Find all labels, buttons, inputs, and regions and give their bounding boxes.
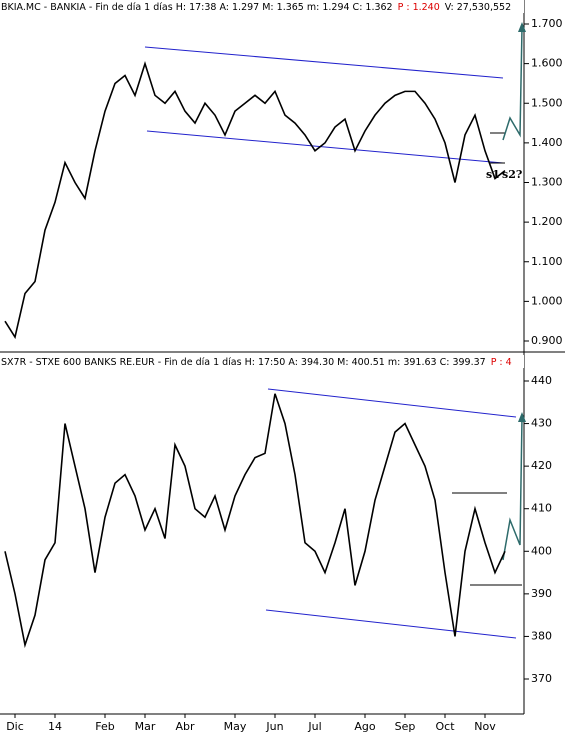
y-tick-label: 0.900 xyxy=(531,334,563,347)
x-tick-label: Sep xyxy=(395,720,416,733)
projection-arrow xyxy=(502,417,523,561)
y-tick-label: 440 xyxy=(531,374,552,387)
price-line xyxy=(4,393,506,649)
trend-line xyxy=(144,46,504,79)
x-tick-label: Feb xyxy=(95,720,114,733)
y-tick-label: 1.700 xyxy=(531,17,563,30)
arrow-head xyxy=(518,412,526,422)
y-tick-label: 1.500 xyxy=(531,96,563,109)
y-tick-label: 400 xyxy=(531,544,552,557)
y-tick-label: 1.300 xyxy=(531,176,563,189)
y-tick-label: 1.400 xyxy=(531,136,563,149)
projection-arrow xyxy=(502,27,523,141)
price-line xyxy=(4,60,506,340)
y-tick-label: 1.200 xyxy=(531,215,563,228)
x-tick-label: May xyxy=(224,720,247,733)
x-tick-label: Oct xyxy=(435,720,455,733)
header-part: SX7R - STXE 600 BANKS RE.EUR - Fin de dí… xyxy=(1,357,486,368)
header: SX7R - STXE 600 BANKS RE.EUR - Fin de dí… xyxy=(1,357,512,368)
y-tick-label: 1.000 xyxy=(531,294,563,307)
x-tick-label: Abr xyxy=(175,720,195,733)
x-tick-label: 14 xyxy=(48,720,62,733)
annotation: s1 xyxy=(486,168,500,181)
x-tick-label: Jun xyxy=(265,720,283,733)
annotation: s2? xyxy=(502,168,522,181)
x-tick-label: Ago xyxy=(354,720,376,733)
y-tick-label: 1.100 xyxy=(531,255,563,268)
trend-line xyxy=(146,130,504,164)
arrow-head xyxy=(518,22,526,32)
trend-line xyxy=(265,609,517,639)
y-tick-label: 430 xyxy=(531,417,552,430)
header-part: BKIA.MC - BANKIA - Fin de día 1 días H: … xyxy=(1,2,393,13)
header: BKIA.MC - BANKIA - Fin de día 1 días H: … xyxy=(1,2,511,13)
y-tick-label: 390 xyxy=(531,587,552,600)
x-tick-label: Jul xyxy=(307,720,321,733)
trend-line xyxy=(267,388,517,418)
y-tick-label: 1.600 xyxy=(531,57,563,70)
x-tick-label: Dic xyxy=(6,720,24,733)
header-part: P : 1.240 xyxy=(398,2,440,13)
y-tick-label: 370 xyxy=(531,672,552,685)
y-tick-label: 410 xyxy=(531,502,552,515)
header-part: P : 4 xyxy=(491,357,512,368)
y-tick-label: 420 xyxy=(531,459,552,472)
header-part: V: 27,530,552 xyxy=(445,2,511,13)
header-bg xyxy=(0,355,524,368)
header-bg xyxy=(0,0,524,13)
x-tick-label: Nov xyxy=(474,720,496,733)
x-tick-label: Mar xyxy=(135,720,156,733)
y-tick-label: 380 xyxy=(531,629,552,642)
